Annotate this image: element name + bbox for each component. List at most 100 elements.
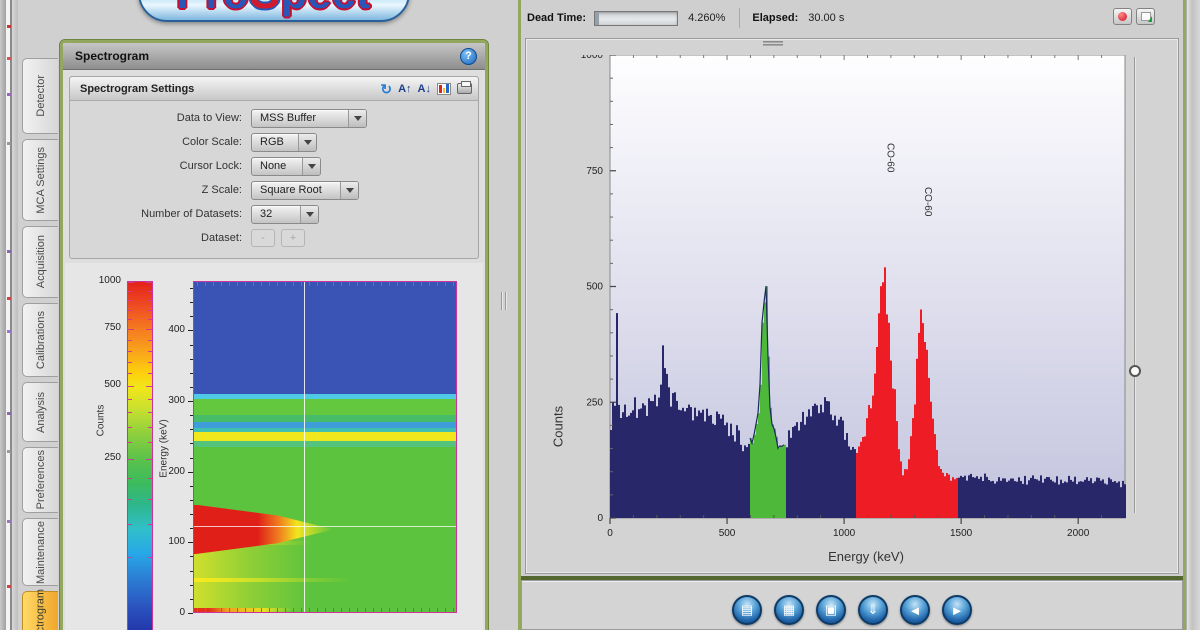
tab-preferences[interactable]: Preferences: [22, 447, 58, 513]
frame-tick: [285, 282, 286, 286]
copy-to-display-button[interactable]: ▦: [774, 595, 804, 625]
frame-tick: [365, 608, 366, 612]
frame-tick: [437, 282, 438, 286]
svg-text:CO-60: CO-60: [922, 187, 933, 217]
tab-analysis[interactable]: Analysis: [22, 382, 58, 442]
logo-text: ProSpect: [176, 0, 371, 21]
elapsed-label: Elapsed:: [752, 12, 798, 24]
help-icon[interactable]: ?: [460, 48, 477, 65]
side-tab-column: Detector MCA Settings Acquisition Calibrati…: [22, 58, 58, 630]
frame-tick: [293, 608, 294, 612]
spectrum-plot[interactable]: 025050075010000500100015002000CO-60CO-60: [574, 55, 1134, 547]
field-label: Dataset:: [70, 232, 242, 244]
frame-tick: [341, 282, 342, 286]
tab-label: MCA Settings: [35, 147, 47, 214]
field-row-color-scale: Color Scale: RGB: [70, 130, 478, 154]
frame-tick: [325, 608, 326, 612]
hot-streak-minor: [194, 578, 351, 582]
refresh-icon[interactable]: ↻: [380, 82, 392, 96]
frame-tick: [381, 282, 382, 286]
chevron-down-icon: [348, 110, 366, 127]
prospect-logo: ProSpect: [138, 0, 410, 22]
dataset-decrement-button[interactable]: -: [251, 229, 275, 247]
record-marker-button[interactable]: [1113, 8, 1132, 25]
frame-tick: [397, 282, 398, 286]
status-divider: [739, 8, 740, 28]
field-row-dataset: Dataset:-+: [70, 226, 478, 250]
frame-tick: [437, 608, 438, 612]
tab-label: Analysis: [35, 392, 47, 433]
chevron-down-icon: [302, 158, 320, 175]
field-row-z-scale: Z Scale: Square Root: [70, 178, 478, 202]
colorbar-axis-label: Counts: [96, 391, 107, 451]
frame-tick: [421, 608, 422, 612]
cursor-crosshair-vertical: [304, 282, 305, 612]
field-row-cursor-lock: Cursor Lock:None: [70, 154, 478, 178]
report-button[interactable]: ▤: [732, 595, 762, 625]
frame-tick: [349, 282, 350, 286]
frame-tick: [317, 282, 318, 286]
frame-tick: [221, 608, 222, 612]
frame-tick: [397, 608, 398, 612]
tab-detector[interactable]: Detector: [22, 58, 58, 134]
palette-icon[interactable]: [437, 83, 451, 95]
dropdown-value: None: [252, 158, 302, 175]
field-label: Number of Datasets:: [70, 208, 242, 220]
slider-track[interactable]: [1134, 57, 1136, 513]
tab-calibrations[interactable]: Calibrations: [22, 303, 58, 377]
dropdown-z-scale[interactable]: Square Root: [251, 181, 359, 200]
frame-tick: [269, 282, 270, 286]
settings-title: Spectrogram Settings: [80, 83, 380, 95]
frame-tick: [341, 608, 342, 612]
font-decrease-icon[interactable]: A↓: [418, 82, 431, 96]
tab-spectrogram[interactable]: ✔Spectrogram: [22, 591, 58, 630]
tab-mca-settings[interactable]: MCA Settings: [22, 139, 58, 221]
frame-tick: [373, 282, 374, 286]
dropdown-value: MSS Buffer: [252, 110, 348, 127]
frame-tick: [301, 282, 302, 286]
settings-fields: Data to View: MSS Buffer Color Scale: RGB Cu…: [70, 101, 478, 250]
frame-tick: [301, 608, 302, 612]
tab-label: Detector: [35, 75, 47, 117]
heatmap-band: [194, 399, 456, 415]
print-icon[interactable]: [457, 83, 472, 94]
save-button[interactable]: ▣: [816, 595, 846, 625]
svg-text:0: 0: [597, 513, 603, 524]
field-label: Data to View:: [70, 112, 242, 124]
dropdown-data-to-view[interactable]: MSS Buffer: [251, 109, 367, 128]
settings-toolbar: ↻ A↑ A↓: [380, 82, 472, 96]
dropdown-value: 32: [252, 206, 300, 223]
field-label: Color Scale:: [70, 136, 242, 148]
slider-handle[interactable]: [1129, 365, 1141, 377]
field-label: Z Scale:: [70, 184, 242, 196]
previous-button[interactable]: ◄: [900, 595, 930, 625]
frame-tick: [357, 608, 358, 612]
dropdown-cursor-lock[interactable]: None: [251, 157, 321, 176]
dropdown-number-of-datasets[interactable]: 32: [251, 205, 319, 224]
dataset-increment-button[interactable]: +: [281, 229, 305, 247]
svg-text:1500: 1500: [950, 528, 973, 539]
export-button[interactable]: ⇓: [858, 595, 888, 625]
record-icon: [1118, 12, 1127, 21]
svg-text:250: 250: [586, 397, 603, 408]
frame-tick: [357, 282, 358, 286]
frame-tick: [333, 608, 334, 612]
frame-tick: [405, 282, 406, 286]
tab-acquisition[interactable]: Acquisition: [22, 226, 58, 298]
frame-tick: [381, 608, 382, 612]
dropdown-color-scale[interactable]: RGB: [251, 133, 317, 152]
frame-tick: [205, 282, 206, 286]
panel-splitter-handle[interactable]: [501, 292, 511, 310]
tab-maintenance[interactable]: Maintenance: [22, 518, 58, 586]
bottom-toolbar: ▤ ▦ ▣ ⇓ ◄ ►: [521, 580, 1183, 630]
frame-tick: [253, 608, 254, 612]
spectrogram-heatmap[interactable]: [193, 281, 457, 613]
next-button[interactable]: ►: [942, 595, 972, 625]
status-icons: [1113, 8, 1155, 25]
chart-splitter-handle[interactable]: [763, 40, 783, 47]
chevron-down-icon: [300, 206, 318, 223]
svg-text:500: 500: [719, 528, 736, 539]
export-display-button[interactable]: [1136, 8, 1155, 25]
frame-tick: [261, 282, 262, 286]
font-increase-icon[interactable]: A↑: [398, 82, 411, 96]
